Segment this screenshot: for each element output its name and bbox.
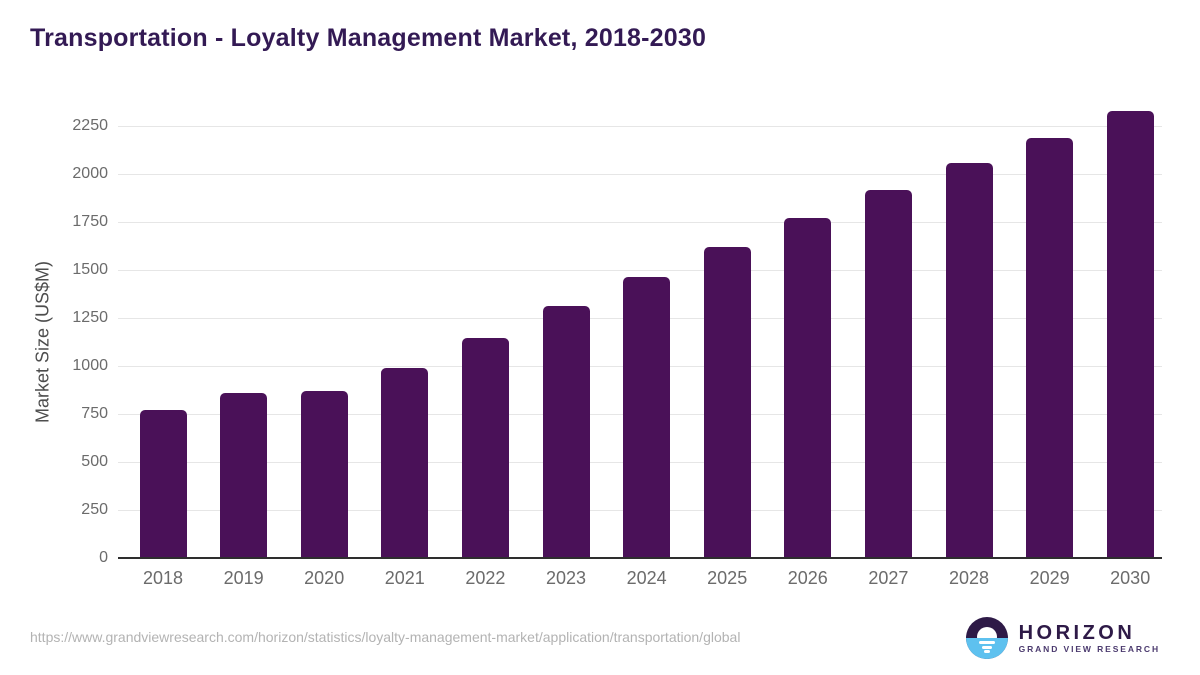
bar-2019[interactable] bbox=[220, 392, 268, 558]
bar-2030[interactable] bbox=[1106, 110, 1154, 558]
y-tick-label-1000: 1000 bbox=[72, 357, 108, 374]
y-tick-label-2000: 2000 bbox=[72, 165, 108, 182]
logo-name: HORIZON bbox=[1018, 622, 1136, 644]
bar-2020[interactable] bbox=[300, 390, 348, 558]
y-tick-label-1750: 1750 bbox=[72, 213, 108, 230]
x-tick-label-2027: 2027 bbox=[868, 568, 909, 588]
x-tick-label-2025: 2025 bbox=[707, 568, 748, 588]
chart-title: Transportation - Loyalty Management Mark… bbox=[30, 24, 707, 52]
y-tick-label-500: 500 bbox=[81, 453, 108, 470]
bar-2025[interactable] bbox=[703, 246, 751, 558]
bar-2028[interactable] bbox=[945, 163, 993, 558]
x-tick-label-2030: 2030 bbox=[1110, 568, 1151, 588]
x-tick-label-2029: 2029 bbox=[1029, 568, 1070, 588]
bar-2024[interactable] bbox=[623, 276, 671, 558]
gridline-2000 bbox=[118, 174, 1162, 175]
x-tick-label-2024: 2024 bbox=[626, 568, 667, 588]
gridline-2250 bbox=[118, 126, 1162, 127]
bar-2029[interactable] bbox=[1026, 137, 1074, 558]
bar-2018[interactable] bbox=[139, 410, 187, 558]
y-tick-label-1500: 1500 bbox=[72, 261, 108, 278]
x-tick-label-2019: 2019 bbox=[223, 568, 264, 588]
horizon-logo: HORIZON GRAND VIEW RESEARCH bbox=[965, 617, 1160, 659]
x-tick-label-2028: 2028 bbox=[948, 568, 990, 588]
x-axis-line bbox=[118, 557, 1162, 559]
logo-wave-icon bbox=[983, 650, 990, 653]
bar-2022[interactable] bbox=[461, 338, 509, 558]
bar-2026[interactable] bbox=[784, 218, 832, 558]
bar-2021[interactable] bbox=[381, 367, 429, 558]
logo-wave-icon bbox=[981, 646, 992, 649]
y-tick-label-750: 750 bbox=[81, 405, 108, 422]
horizon-sun-icon bbox=[965, 617, 1008, 659]
gridline-1500 bbox=[118, 270, 1162, 271]
logo-wave-icon bbox=[978, 641, 995, 644]
logo-text: HORIZON GRAND VIEW RESEARCH bbox=[1019, 622, 1160, 654]
x-tick-label-2026: 2026 bbox=[787, 568, 828, 588]
y-tick-label-250: 250 bbox=[81, 501, 108, 518]
y-tick-label-1250: 1250 bbox=[72, 309, 108, 326]
x-tick-label-2020: 2020 bbox=[304, 568, 345, 588]
gridline-1750 bbox=[118, 222, 1162, 223]
y-tick-label-0: 0 bbox=[99, 549, 108, 566]
source-url: https://www.grandviewresearch.com/horizo… bbox=[30, 629, 741, 645]
y-axis-title: Market Size (US$M) bbox=[32, 260, 53, 424]
x-tick-label-2018: 2018 bbox=[142, 568, 184, 588]
x-tick-label-2021: 2021 bbox=[384, 568, 425, 588]
bar-2023[interactable] bbox=[542, 305, 590, 558]
y-tick-label-2250: 2250 bbox=[72, 117, 108, 134]
x-tick-label-2022: 2022 bbox=[465, 568, 506, 588]
logo-subtitle: GRAND VIEW RESEARCH bbox=[1018, 644, 1160, 654]
bar-2027[interactable] bbox=[864, 190, 912, 558]
x-tick-label-2023: 2023 bbox=[545, 568, 587, 588]
